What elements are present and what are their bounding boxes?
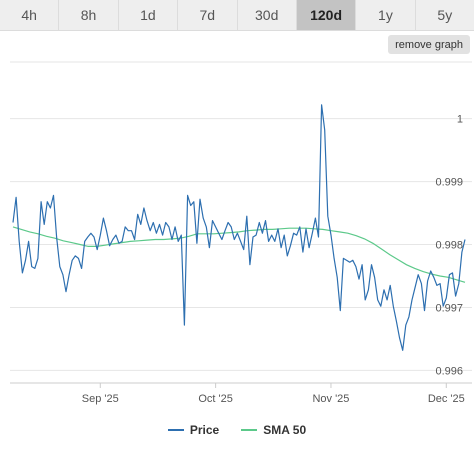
chart-series <box>12 104 466 351</box>
sma-line-swatch <box>241 429 258 431</box>
tab-7d[interactable]: 7d <box>178 0 238 30</box>
tab-4h[interactable]: 4h <box>0 0 60 30</box>
legend-sma-label: SMA 50 <box>263 423 307 437</box>
y-tick-label: 0.998 <box>435 240 463 252</box>
tab-1y[interactable]: 1y <box>356 0 416 30</box>
tab-120d[interactable]: 120d <box>296 0 357 30</box>
sma-50-line <box>12 226 466 283</box>
y-axis-ticks: 1 0.999 0.998 0.997 0.996 <box>435 114 463 378</box>
x-tick-label: Sep '25 <box>82 393 119 405</box>
tab-30d[interactable]: 30d <box>238 0 297 30</box>
x-tick-label: Oct '25 <box>198 393 233 405</box>
y-tick-label: 0.999 <box>435 177 463 189</box>
timeframe-tabs: 4h 8h 1d 7d 30d 120d 1y 5y <box>0 0 474 31</box>
y-tick-label: 1 <box>457 114 463 126</box>
x-axis-ticks: Sep '25 Oct '25 Nov '25 Dec '25 <box>82 383 465 405</box>
y-tick-label: 0.996 <box>435 365 463 377</box>
chart-legend: Price SMA 50 <box>0 420 474 440</box>
legend-item-sma[interactable]: SMA 50 <box>241 423 306 437</box>
price-line <box>12 104 466 351</box>
tab-8h[interactable]: 8h <box>59 0 119 30</box>
x-tick-label: Dec '25 <box>428 393 465 405</box>
price-line-swatch <box>167 429 184 431</box>
chart-grid <box>10 61 472 384</box>
tab-1d[interactable]: 1d <box>119 0 179 30</box>
x-tick-label: Nov '25 <box>312 393 349 405</box>
tab-5y[interactable]: 5y <box>437 7 453 23</box>
remove-graph-button[interactable]: remove graph <box>388 35 470 54</box>
legend-item-price[interactable]: Price <box>167 423 220 437</box>
y-tick-label: 0.997 <box>435 302 463 314</box>
legend-price-label: Price <box>189 423 220 437</box>
